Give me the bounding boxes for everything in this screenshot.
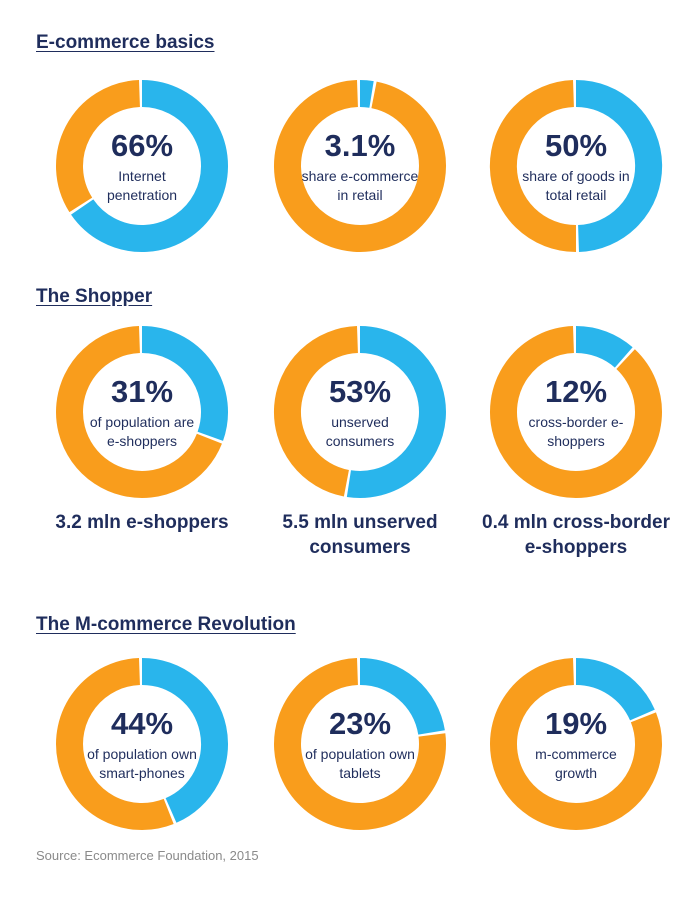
donut-value: 19%	[544, 705, 608, 741]
donut-slice-value	[359, 79, 374, 108]
donut-slice-remainder	[274, 658, 446, 830]
section-title-ecommerce-basics: E-commerce basics	[36, 32, 215, 53]
donut-share-goods-retail: 50% share of goods in total retail	[488, 78, 664, 254]
donut-slice-remainder	[56, 658, 174, 830]
donut-slice-value	[575, 326, 633, 368]
donut-label: share e-commerce in retail	[301, 167, 419, 203]
sublabel-unserved-consumers: 5.5 mln unserved consumers	[282, 512, 438, 558]
donut-slice-value	[71, 80, 228, 252]
donut-label: of population own smart-phones	[87, 745, 197, 781]
donut-ring	[56, 658, 228, 830]
donut-ring	[56, 80, 228, 252]
donut-slice-value	[575, 658, 655, 721]
donut-slice-remainder	[490, 326, 662, 498]
donut-slice-remainder	[56, 80, 141, 213]
donut-slice-remainder	[273, 326, 359, 497]
source-note: Source: Ecommerce Foundation, 2015	[36, 848, 259, 863]
donut-label: m-commerce growth	[535, 745, 617, 781]
donut-value: 3.1%	[324, 127, 396, 163]
sublabel-cross-border: 0.4 mln cross-border e-shoppers	[482, 512, 670, 558]
donut-slice-remainder	[56, 326, 222, 498]
donut-value: 50%	[544, 127, 608, 163]
donut-population-e-shoppers: 31% of population are e-shoppers	[54, 324, 230, 500]
donut-ring	[490, 658, 662, 830]
donut-label: unserved consumers	[325, 413, 395, 449]
donut-value: 53%	[328, 373, 392, 409]
donut-value: 23%	[328, 705, 392, 741]
section-title-m-commerce-revolution: The M-commerce Revolution	[36, 614, 296, 635]
donut-cross-border-e-shoppers: 12% cross-border e-shoppers	[488, 324, 664, 500]
donut-slice-value	[359, 658, 445, 736]
donut-value: 31%	[110, 373, 174, 409]
donut-ring	[273, 326, 446, 498]
donut-ring	[274, 658, 446, 830]
donut-slice-value	[346, 326, 446, 498]
donut-share-ecommerce-retail: 3.1% share e-commerce in retail	[272, 78, 448, 254]
donut-label: Internet penetration	[106, 167, 178, 203]
donut-ring	[490, 326, 662, 498]
donut-internet-penetration: 66% Internet penetration	[54, 78, 230, 254]
donut-ring	[274, 79, 446, 252]
donut-slice-value	[575, 79, 663, 252]
donut-own-smartphones: 44% of population own smart-phones	[54, 656, 230, 832]
section-title-the-shopper: The Shopper	[36, 286, 153, 307]
donut-unserved-consumers: 53% unserved consumers	[272, 324, 448, 500]
donut-ring	[56, 326, 228, 498]
donut-slice-value	[141, 658, 228, 823]
donut-slice-remainder	[489, 80, 577, 253]
donut-label: share of goods in total retail	[522, 167, 630, 203]
donut-ring	[489, 79, 663, 253]
donut-label: of population are e-shoppers	[89, 413, 195, 449]
donut-own-tablets: 23% of population own tablets	[272, 656, 448, 832]
donut-value: 12%	[544, 373, 608, 409]
donut-label: of population own tablets	[305, 745, 415, 781]
donut-label: cross-border e-shoppers	[528, 413, 624, 449]
donut-slice-remainder	[274, 80, 446, 252]
sublabel-e-shoppers: 3.2 mln e-shoppers	[55, 512, 229, 533]
donut-slice-value	[141, 326, 228, 441]
donut-value: 66%	[110, 127, 174, 163]
donut-value: 44%	[110, 705, 174, 741]
donut-m-commerce-growth: 19% m-commerce growth	[488, 656, 664, 832]
donut-slice-remainder	[490, 658, 662, 830]
